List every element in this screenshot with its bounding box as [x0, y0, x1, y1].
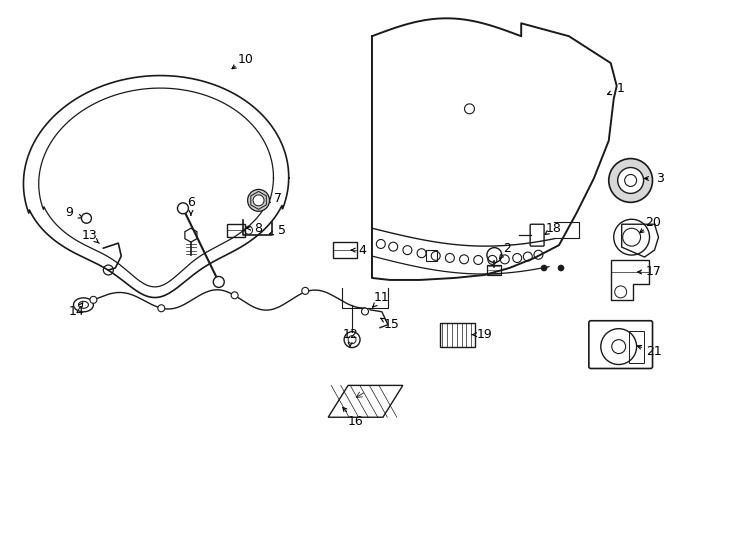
Circle shape — [362, 308, 368, 315]
Circle shape — [158, 305, 165, 312]
Text: 5: 5 — [278, 224, 286, 237]
Text: 14: 14 — [68, 305, 84, 318]
Circle shape — [231, 292, 238, 299]
Text: 12: 12 — [342, 328, 358, 341]
Text: 17: 17 — [646, 266, 661, 279]
Circle shape — [541, 265, 547, 271]
Text: 6: 6 — [187, 196, 195, 209]
Circle shape — [618, 167, 644, 193]
Text: 2: 2 — [504, 241, 511, 255]
Text: 20: 20 — [646, 216, 661, 229]
Text: 15: 15 — [384, 318, 400, 331]
Text: 9: 9 — [65, 206, 73, 219]
Text: 16: 16 — [347, 415, 363, 428]
Text: 19: 19 — [476, 328, 493, 341]
Text: 4: 4 — [358, 244, 366, 256]
Circle shape — [253, 195, 264, 206]
Circle shape — [247, 190, 269, 211]
Circle shape — [558, 265, 564, 271]
Text: 1: 1 — [617, 83, 625, 96]
Circle shape — [90, 296, 97, 303]
Circle shape — [214, 276, 225, 287]
Text: 7: 7 — [275, 192, 283, 205]
Circle shape — [178, 203, 189, 214]
Text: 8: 8 — [255, 222, 263, 235]
Text: 18: 18 — [546, 222, 562, 235]
Text: 11: 11 — [374, 292, 390, 305]
Text: 10: 10 — [238, 52, 253, 65]
Circle shape — [608, 159, 653, 202]
Text: 21: 21 — [646, 345, 661, 358]
Text: 13: 13 — [81, 228, 98, 242]
Circle shape — [302, 287, 309, 294]
Text: 3: 3 — [656, 172, 664, 185]
Circle shape — [625, 174, 636, 186]
Circle shape — [81, 213, 92, 223]
